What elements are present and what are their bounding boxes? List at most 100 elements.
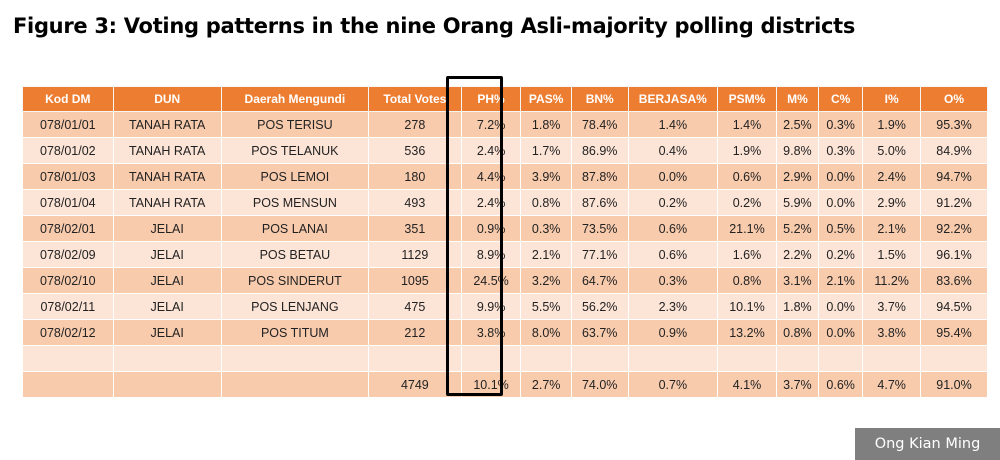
table-cell: 91.0% <box>919 371 989 398</box>
table-cell <box>775 345 820 372</box>
table-cell: 2.1% <box>520 241 572 268</box>
table-cell: 0.2% <box>818 241 864 268</box>
table-cell: 078/01/03 <box>22 163 114 190</box>
table-cell: 5.2% <box>775 215 820 242</box>
table-cell: 2.9% <box>775 163 820 190</box>
header-cell: M% <box>775 86 820 112</box>
table-cell: 1.5% <box>862 241 921 268</box>
table-cell: 2.7% <box>520 371 572 398</box>
table-cell: 0.0% <box>627 163 719 190</box>
table-cell: 78.4% <box>570 111 629 138</box>
table-cell: 0.0% <box>818 189 864 216</box>
table-row: 078/02/12 JELAI POS TITUM 212 3.8% 8.0% 63.7% 0… <box>22 319 989 346</box>
header-cell: O% <box>919 86 989 112</box>
table-cell: 94.5% <box>919 293 989 320</box>
header-cell: BN% <box>570 86 629 112</box>
table-cell: 078/01/01 <box>22 111 114 138</box>
table-row: 078/01/02 TANAH RATA POS TELANUK 536 2.4% 1.7… <box>22 137 989 164</box>
table-cell: 95.4% <box>919 319 989 346</box>
table-cell: 0.7% <box>627 371 719 398</box>
table-cell: 078/01/04 <box>22 189 114 216</box>
table-cell <box>112 371 222 398</box>
table-cell: 3.2% <box>520 267 572 294</box>
table-cell: 4.1% <box>717 371 777 398</box>
table-row: 078/01/04 TANAH RATA POS MENSUN 493 2.4% 0.8%… <box>22 189 989 216</box>
table-cell: TANAH RATA <box>112 111 222 138</box>
table-cell: 0.2% <box>627 189 719 216</box>
table-cell: JELAI <box>112 241 222 268</box>
table-cell: 3.9% <box>520 163 572 190</box>
table-cell: 2.4% <box>460 189 522 216</box>
table-cell: 83.6% <box>919 267 989 294</box>
voting-table-container: Kod DM DUN Daerah Mengundi Total Votes P… <box>22 86 989 398</box>
table-cell: 11.2% <box>862 267 921 294</box>
ph-column-highlight-box <box>446 76 503 396</box>
table-cell: 0.3% <box>627 267 719 294</box>
table-cell: JELAI <box>112 267 222 294</box>
table-cell: 8.9% <box>460 241 522 268</box>
table-cell: 87.8% <box>570 163 629 190</box>
table-cell: 74.0% <box>570 371 629 398</box>
header-cell: PAS% <box>520 86 572 112</box>
table-cell: 3.8% <box>862 319 921 346</box>
table-row: 078/02/10 JELAI POS SINDERUT 1095 24.5% 3.2% 6… <box>22 267 989 294</box>
table-cell: JELAI <box>112 215 222 242</box>
table-cell: 2.2% <box>775 241 820 268</box>
table-cell: 0.0% <box>818 319 864 346</box>
table-cell: TANAH RATA <box>112 137 222 164</box>
table-cell <box>220 371 370 398</box>
table-cell: 86.9% <box>570 137 629 164</box>
table-cell: 0.6% <box>717 163 777 190</box>
table-row: 078/02/09 JELAI POS BETAU 1129 8.9% 2.1% 77.1%… <box>22 241 989 268</box>
table-cell: 078/02/10 <box>22 267 114 294</box>
table-cell: 3.7% <box>775 371 820 398</box>
table-cell: 96.1% <box>919 241 989 268</box>
table-cell: 078/02/01 <box>22 215 114 242</box>
table-cell: 13.2% <box>717 319 777 346</box>
table-cell: 0.6% <box>818 371 864 398</box>
table-cell: 0.8% <box>717 267 777 294</box>
table-cell: 77.1% <box>570 241 629 268</box>
table-cell: POS LENJANG <box>220 293 370 320</box>
table-body: 078/01/01 TANAH RATA POS TERISU 278 7.2% 1.8%… <box>22 111 989 398</box>
table-cell <box>862 345 921 372</box>
table-cell <box>919 345 989 372</box>
table-cell: 1.8% <box>775 293 820 320</box>
table-cell: POS TERISU <box>220 111 370 138</box>
table-cell: 1.4% <box>717 111 777 138</box>
table-cell: 56.2% <box>570 293 629 320</box>
table-cell: 3.8% <box>460 319 522 346</box>
table-cell: POS LANAI <box>220 215 370 242</box>
table-cell <box>818 345 864 372</box>
table-cell <box>570 345 629 372</box>
table-cell: 4.4% <box>460 163 522 190</box>
table-cell: 078/02/09 <box>22 241 114 268</box>
table-row: 078/01/01 TANAH RATA POS TERISU 278 7.2% 1.8%… <box>22 111 989 138</box>
table-cell: JELAI <box>112 293 222 320</box>
table-cell: TANAH RATA <box>112 163 222 190</box>
table-cell: 5.5% <box>520 293 572 320</box>
table-cell: POS SINDERUT <box>220 267 370 294</box>
table-cell: 0.0% <box>818 293 864 320</box>
table-cell: TANAH RATA <box>112 189 222 216</box>
table-cell: 21.1% <box>717 215 777 242</box>
table-cell: 9.8% <box>775 137 820 164</box>
table-cell <box>627 345 719 372</box>
table-cell <box>220 345 370 372</box>
table-cell: 1.9% <box>717 137 777 164</box>
table-cell <box>717 345 777 372</box>
table-cell: 92.2% <box>919 215 989 242</box>
table-cell: 87.6% <box>570 189 629 216</box>
table-cell: 0.3% <box>818 137 864 164</box>
table-cell: 078/02/12 <box>22 319 114 346</box>
table-cell: 078/01/02 <box>22 137 114 164</box>
table-cell: 0.4% <box>627 137 719 164</box>
voting-table: Kod DM DUN Daerah Mengundi Total Votes P… <box>22 86 989 398</box>
table-cell: POS LEMOI <box>220 163 370 190</box>
table-row: 078/02/11 JELAI POS LENJANG 475 9.9% 5.5% 56.2… <box>22 293 989 320</box>
table-cell: 84.9% <box>919 137 989 164</box>
table-cell: 1.6% <box>717 241 777 268</box>
table-cell: 536 <box>368 137 462 164</box>
table-cell: 1.9% <box>862 111 921 138</box>
table-cell: 3.7% <box>862 293 921 320</box>
